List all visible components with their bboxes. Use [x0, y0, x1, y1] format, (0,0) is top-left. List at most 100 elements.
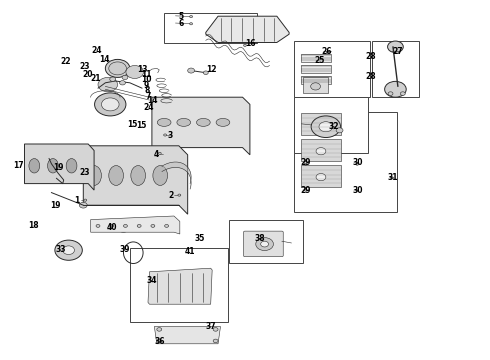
Circle shape: [316, 174, 326, 181]
Circle shape: [116, 221, 131, 232]
Text: 16: 16: [245, 40, 256, 49]
Text: 14: 14: [99, 55, 110, 64]
Circle shape: [63, 246, 74, 255]
Bar: [164, 13, 257, 43]
Ellipse shape: [153, 166, 168, 185]
Circle shape: [151, 225, 155, 228]
Bar: [301, 139, 341, 161]
Bar: [301, 76, 331, 84]
Text: 9: 9: [144, 81, 149, 90]
Circle shape: [110, 77, 116, 81]
Text: 1: 1: [74, 196, 79, 205]
Ellipse shape: [216, 118, 230, 126]
Polygon shape: [83, 146, 188, 214]
Text: 8: 8: [145, 86, 150, 95]
Text: 37: 37: [206, 323, 217, 331]
Circle shape: [84, 199, 87, 201]
Text: 15: 15: [136, 121, 147, 130]
Text: 40: 40: [106, 223, 117, 232]
Text: 28: 28: [366, 52, 376, 61]
Bar: [294, 41, 370, 97]
Text: 41: 41: [185, 247, 196, 256]
Circle shape: [178, 194, 181, 196]
Circle shape: [55, 240, 82, 260]
Text: 39: 39: [120, 245, 130, 253]
Text: 17: 17: [13, 161, 24, 170]
Bar: [301, 113, 341, 135]
Circle shape: [388, 41, 403, 53]
Circle shape: [213, 328, 218, 331]
Text: 24: 24: [91, 46, 102, 55]
Text: 3: 3: [168, 131, 172, 140]
Circle shape: [319, 122, 333, 132]
Bar: [301, 165, 341, 187]
Circle shape: [126, 66, 144, 78]
Circle shape: [261, 241, 269, 247]
Ellipse shape: [66, 159, 77, 173]
Ellipse shape: [157, 118, 171, 126]
Circle shape: [109, 62, 126, 75]
FancyBboxPatch shape: [244, 231, 283, 257]
Circle shape: [388, 92, 393, 95]
Text: 29: 29: [300, 186, 311, 195]
Circle shape: [391, 177, 393, 179]
Circle shape: [188, 68, 195, 73]
Bar: [130, 248, 228, 322]
Circle shape: [157, 328, 162, 331]
Circle shape: [256, 238, 273, 251]
Text: 10: 10: [141, 76, 151, 85]
Ellipse shape: [131, 166, 146, 185]
Bar: [301, 54, 331, 62]
Text: 13: 13: [137, 65, 147, 74]
Ellipse shape: [177, 118, 191, 126]
Circle shape: [190, 23, 193, 25]
Bar: [294, 112, 397, 212]
Text: 11: 11: [141, 70, 151, 79]
Polygon shape: [24, 144, 94, 190]
Circle shape: [101, 98, 119, 111]
Circle shape: [244, 44, 246, 46]
Text: 23: 23: [79, 62, 90, 71]
Polygon shape: [206, 16, 289, 42]
Text: 34: 34: [146, 276, 157, 284]
Bar: [301, 65, 331, 73]
Ellipse shape: [196, 118, 210, 126]
Circle shape: [213, 339, 218, 343]
Text: 20: 20: [82, 70, 93, 79]
Circle shape: [158, 152, 161, 154]
Text: 28: 28: [366, 72, 376, 81]
Text: 25: 25: [314, 56, 325, 65]
Text: 38: 38: [254, 234, 265, 243]
Circle shape: [98, 77, 118, 92]
Ellipse shape: [48, 159, 58, 173]
Circle shape: [316, 122, 326, 129]
Text: 30: 30: [352, 158, 363, 167]
Circle shape: [304, 189, 307, 191]
Text: 18: 18: [28, 220, 39, 230]
Ellipse shape: [109, 166, 123, 185]
Text: 36: 36: [154, 337, 165, 346]
Text: 2: 2: [168, 191, 173, 200]
Circle shape: [356, 189, 359, 191]
Ellipse shape: [87, 166, 101, 185]
Polygon shape: [154, 327, 220, 344]
Bar: [229, 220, 303, 263]
Circle shape: [165, 225, 169, 228]
Ellipse shape: [29, 159, 40, 173]
Circle shape: [203, 71, 208, 75]
Circle shape: [400, 92, 405, 95]
Circle shape: [164, 134, 167, 136]
Text: 14: 14: [147, 96, 158, 105]
Circle shape: [385, 81, 406, 97]
Circle shape: [311, 83, 320, 90]
Text: 31: 31: [388, 173, 398, 182]
Bar: [294, 97, 368, 153]
Circle shape: [190, 15, 193, 18]
Circle shape: [396, 51, 399, 54]
Text: 15: 15: [127, 120, 138, 129]
Circle shape: [311, 116, 341, 138]
Text: 32: 32: [329, 122, 340, 131]
Text: 35: 35: [195, 234, 205, 243]
Text: 27: 27: [392, 47, 403, 56]
Text: 33: 33: [55, 245, 66, 253]
